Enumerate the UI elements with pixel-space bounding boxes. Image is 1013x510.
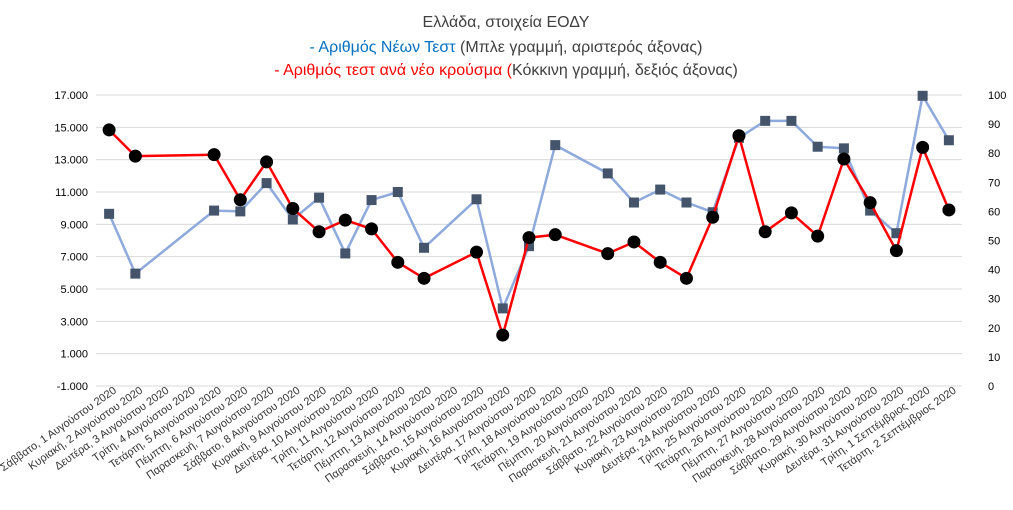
- chart-title-line-3: - Αριθμός τεστ ανά νέο κρούσμα (Κόκκινη …: [274, 62, 738, 79]
- data-point-circle: [548, 228, 562, 242]
- data-point-square: [812, 141, 823, 152]
- data-point-circle: [653, 255, 667, 269]
- left-tick-label: 13.000: [54, 155, 88, 167]
- data-point-square: [524, 241, 534, 252]
- data-point-circle: [837, 152, 851, 166]
- data-point-square: [130, 268, 141, 279]
- data-point-circle: [338, 213, 352, 227]
- right-tick-label: 10: [988, 352, 1000, 364]
- left-axis: -1.000 1.000 3.000 5.000 7.000 9.000 11.000 13.…: [54, 90, 88, 393]
- right-tick-label: 70: [988, 177, 1000, 189]
- data-point-square: [314, 192, 325, 203]
- right-tick-label: 0: [988, 381, 994, 393]
- data-point-circle: [233, 193, 247, 207]
- right-tick-label: 100: [988, 90, 1006, 102]
- data-point-square: [235, 206, 246, 217]
- data-point-circle: [758, 225, 772, 239]
- right-tick-label: 60: [988, 206, 1000, 218]
- data-point-square: [419, 242, 430, 253]
- right-tick-label: 80: [988, 148, 1000, 160]
- data-point-circle: [417, 271, 431, 285]
- data-point-square: [786, 115, 797, 126]
- data-point-square: [628, 197, 639, 208]
- data-point-square: [917, 90, 928, 101]
- data-point-square: [943, 135, 954, 146]
- data-point-square: [340, 248, 351, 259]
- data-point-circle: [916, 140, 930, 154]
- data-point-circle: [470, 245, 484, 259]
- data-point-square: [366, 195, 377, 206]
- data-point-circle: [732, 129, 746, 143]
- data-point-square: [550, 140, 561, 151]
- data-point-circle: [128, 149, 142, 163]
- data-point-circle: [863, 196, 877, 210]
- data-point-circle: [391, 255, 405, 269]
- data-point-square: [602, 168, 613, 179]
- left-tick-label: 11.000: [55, 187, 88, 199]
- series-new-tests: [104, 90, 954, 314]
- title-line-3-rest: Κόκκινη γραμμή, δεξιός άξονας): [512, 62, 738, 79]
- data-point-circle: [496, 328, 510, 342]
- left-tick-label: 9.000: [60, 219, 88, 231]
- data-point-square: [865, 205, 876, 216]
- data-point-square: [104, 208, 115, 219]
- data-point-circle: [365, 222, 379, 236]
- left-tick-label: 7.000: [60, 252, 88, 264]
- data-point-square: [209, 205, 220, 216]
- title-line-2-highlight: Αριθμός Νέων Τεστ: [318, 39, 456, 56]
- chart-title-line-1: Ελλάδα, στοιχεία ΕΟΔΥ: [423, 14, 590, 31]
- data-point-square: [760, 115, 771, 126]
- right-tick-label: 30: [988, 294, 1000, 306]
- title-line-3-highlight: Αριθμός τεστ ανά νέο κρούσμα (: [283, 62, 513, 79]
- left-tick-label: 17.000: [54, 90, 88, 102]
- data-point-square: [681, 197, 692, 208]
- data-point-square: [261, 178, 272, 189]
- data-point-circle: [706, 210, 720, 224]
- left-tick-label: 15.000: [54, 122, 88, 134]
- right-tick-label: 90: [988, 119, 1000, 131]
- data-point-circle: [679, 271, 693, 285]
- data-point-circle: [522, 231, 536, 245]
- data-point-square: [891, 228, 902, 239]
- data-point-circle: [260, 155, 274, 169]
- data-point-square: [838, 143, 849, 154]
- gridlines: [96, 94, 962, 387]
- data-point-circle: [811, 229, 825, 243]
- data-point-square: [655, 184, 666, 195]
- left-tick-label: 1.000: [60, 349, 88, 361]
- left-tick-label: 3.000: [60, 316, 88, 328]
- title-line-3-prefix: -: [274, 62, 283, 79]
- title-line-2-prefix: -: [310, 39, 319, 56]
- data-point-square: [471, 194, 482, 205]
- data-point-circle: [286, 201, 300, 215]
- right-axis: 0 10 20 30 40 50 60 70 80 90 100: [988, 90, 1006, 393]
- data-point-circle: [207, 148, 221, 162]
- data-point-square: [497, 303, 508, 314]
- data-point-circle: [942, 203, 956, 217]
- chart-title-line-2: - Αριθμός Νέων Τεστ (Μπλε γραμμή, αριστε…: [310, 39, 703, 56]
- data-point-circle: [627, 235, 641, 249]
- title-line-2-rest: (Μπλε γραμμή, αριστερός άξονας): [456, 39, 703, 56]
- left-tick-label: 5.000: [60, 284, 88, 296]
- right-tick-label: 40: [988, 265, 1000, 277]
- left-tick-label: -1.000: [57, 381, 88, 393]
- data-point-circle: [784, 206, 798, 220]
- data-point-circle: [102, 123, 116, 137]
- data-point-square: [392, 187, 403, 197]
- data-point-circle: [889, 244, 903, 258]
- data-point-square: [287, 214, 298, 225]
- right-tick-label: 50: [988, 236, 1000, 248]
- right-tick-label: 20: [988, 323, 1000, 335]
- data-point-circle: [601, 247, 615, 261]
- series-tests-per-case: [102, 123, 956, 342]
- data-point-circle: [312, 225, 326, 239]
